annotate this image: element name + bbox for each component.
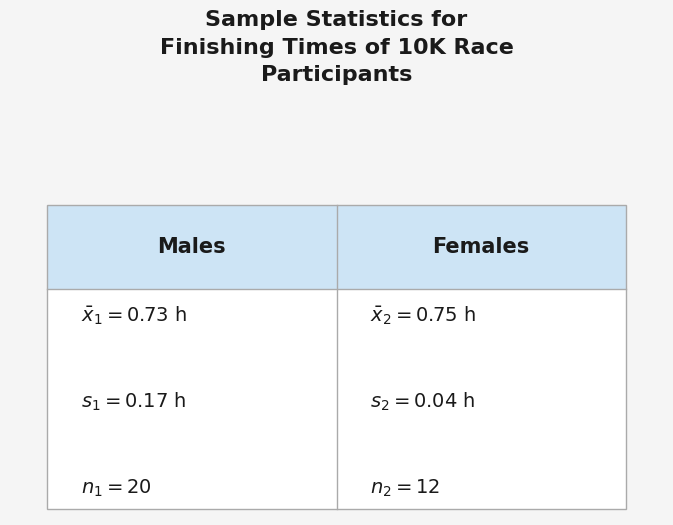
Text: $s_1 = 0.17$ h: $s_1 = 0.17$ h [81,391,186,413]
Text: Sample Statistics for
Finishing Times of 10K Race
Participants: Sample Statistics for Finishing Times of… [160,10,513,85]
Bar [47,289,336,509]
Text: Males: Males [157,237,226,257]
Bar [47,205,336,289]
Bar [336,289,626,509]
Text: $\bar{x}_1 = 0.73$ h: $\bar{x}_1 = 0.73$ h [81,304,187,327]
Bar [336,205,626,289]
Text: $\bar{x}_2 = 0.75$ h: $\bar{x}_2 = 0.75$ h [370,304,476,327]
Text: $s_2 = 0.04$ h: $s_2 = 0.04$ h [370,391,476,413]
Text: $n_1 = 20$: $n_1 = 20$ [81,478,151,499]
Text: Females: Females [433,237,530,257]
Bar [47,205,626,509]
Text: $n_2 = 12$: $n_2 = 12$ [370,478,440,499]
